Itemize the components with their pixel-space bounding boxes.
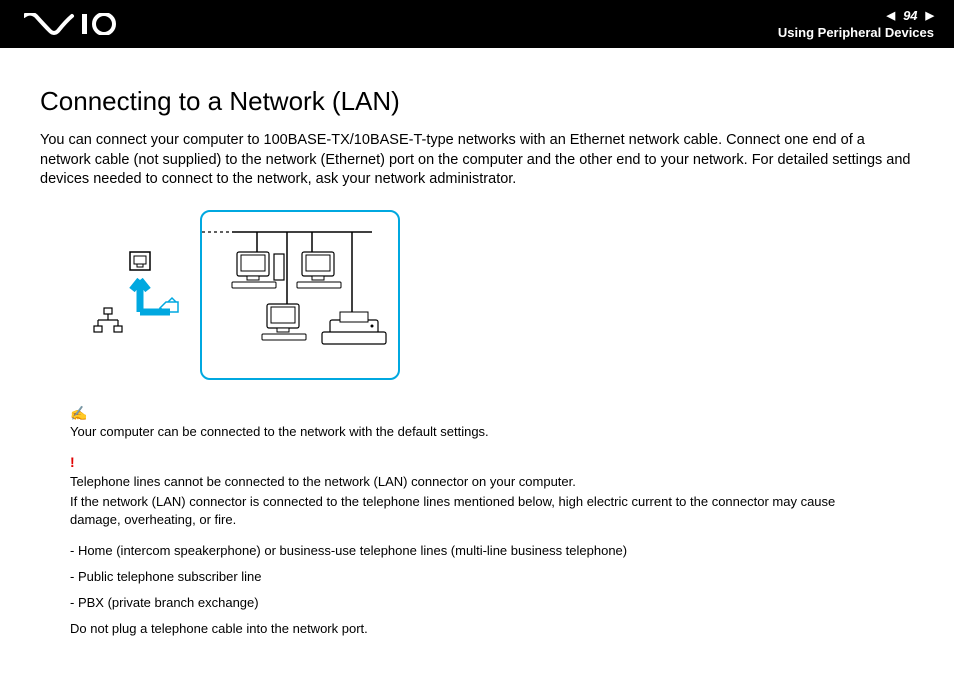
final-warning: Do not plug a telephone cable into the n… xyxy=(70,620,884,638)
warning-line2: If the network (LAN) connector is connec… xyxy=(70,493,884,529)
header-right: ◀ 94 ▶ Using Peripheral Devices xyxy=(778,8,934,40)
page-number: 94 xyxy=(903,8,917,23)
vaio-logo xyxy=(24,13,134,35)
list-item: - Public telephone subscriber line xyxy=(70,568,884,586)
intro-paragraph: You can connect your computer to 100BASE… xyxy=(40,131,914,190)
notes-section: ✍ Your computer can be connected to the … xyxy=(70,404,884,639)
nav-next-icon[interactable]: ▶ xyxy=(926,9,934,22)
diagram-side-icons xyxy=(90,250,190,340)
page-nav: ◀ 94 ▶ xyxy=(887,8,934,23)
warning-line1: Telephone lines cannot be connected to t… xyxy=(70,473,884,491)
list-item: - PBX (private branch exchange) xyxy=(70,594,884,612)
page-title: Connecting to a Network (LAN) xyxy=(40,86,914,117)
note-icon: ✍ xyxy=(70,404,884,424)
header-bar: ◀ 94 ▶ Using Peripheral Devices xyxy=(0,0,954,48)
page-content: Connecting to a Network (LAN) You can co… xyxy=(0,48,954,658)
connection-icon xyxy=(90,250,190,340)
nav-prev-icon[interactable]: ◀ xyxy=(887,9,895,22)
section-label: Using Peripheral Devices xyxy=(778,25,934,40)
note-default-settings: Your computer can be connected to the ne… xyxy=(70,423,884,441)
diagram-row xyxy=(90,210,914,380)
network-diagram xyxy=(200,210,400,380)
warning-icon: ! xyxy=(70,453,884,473)
warning-bullets: - Home (intercom speakerphone) or busine… xyxy=(70,542,884,613)
list-item: - Home (intercom speakerphone) or busine… xyxy=(70,542,884,560)
